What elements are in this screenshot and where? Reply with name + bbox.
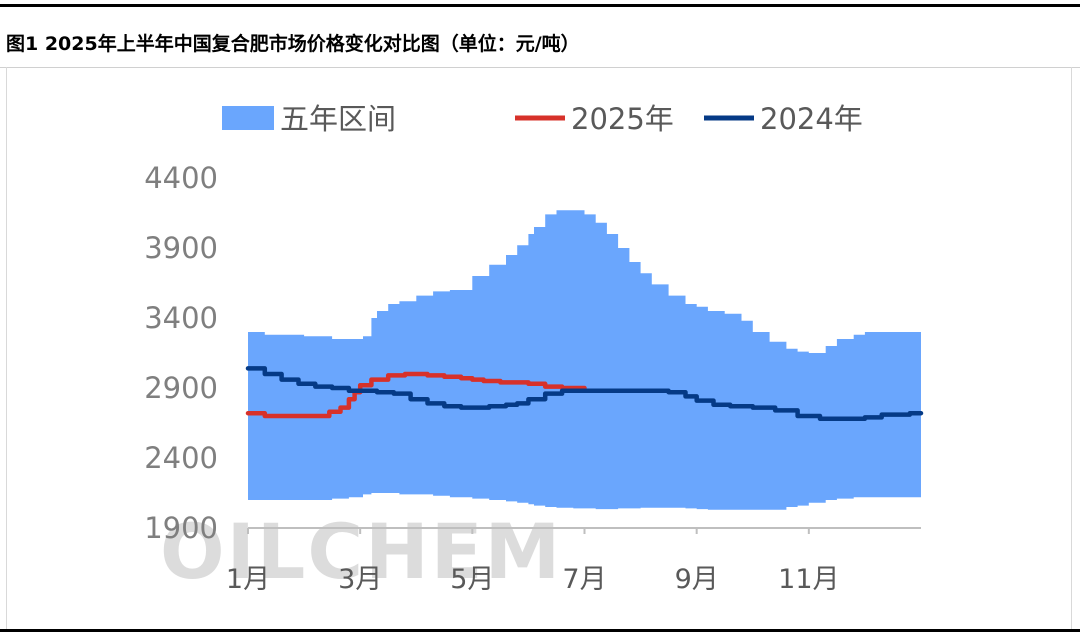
legend-swatch-band (222, 106, 274, 130)
y-tick-label: 4400 (144, 161, 218, 195)
watermark-logo: OILCHEM (160, 507, 562, 596)
band-area-five-year (248, 210, 921, 510)
x-tick-label: 11月 (778, 564, 839, 595)
x-tick-label: 5月 (450, 564, 494, 595)
x-axis: 1月 3月 5月 7月 9月 11月 (226, 527, 921, 595)
y-axis: 1900 2400 2900 3400 3900 4400 (144, 161, 218, 545)
y-tick-label: 2900 (144, 371, 218, 405)
series-line-2025 (245, 371, 587, 419)
bottom-rule (0, 629, 1080, 632)
legend-label-band: 五年区间 (280, 102, 396, 136)
title-bar: 图1 2025年上半年中国复合肥市场价格变化对比图（单位：元/吨） (0, 7, 1080, 68)
y-tick-label: 1900 (144, 511, 218, 545)
frame-right-border (1071, 67, 1072, 629)
plot-area (245, 210, 924, 510)
y-tick-label: 2400 (144, 441, 218, 475)
x-tick-label: 3月 (338, 564, 382, 595)
x-tick-label: 9月 (675, 564, 719, 595)
legend: 五年区间 2025年 2024年 (222, 102, 863, 136)
frame-left-border (6, 67, 7, 629)
x-tick-label: 1月 (226, 564, 270, 595)
x-tick-label: 7月 (562, 564, 606, 595)
y-tick-label: 3400 (144, 301, 218, 335)
legend-label-2024: 2024年 (760, 102, 863, 136)
figure-title: 图1 2025年上半年中国复合肥市场价格变化对比图（单位：元/吨） (6, 33, 580, 55)
y-tick-label: 3900 (144, 231, 218, 265)
legend-label-2025: 2025年 (571, 102, 674, 136)
series-line-2024 (245, 366, 924, 422)
top-rule (0, 4, 1080, 7)
